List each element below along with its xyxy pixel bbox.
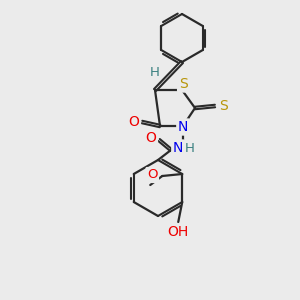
- Text: OH: OH: [168, 225, 189, 239]
- Text: O: O: [146, 131, 156, 145]
- Text: O: O: [129, 115, 140, 129]
- Text: N: N: [173, 141, 183, 155]
- Text: S: S: [219, 99, 227, 113]
- Text: H: H: [185, 142, 195, 154]
- Text: H: H: [150, 65, 159, 79]
- Text: O: O: [147, 169, 158, 182]
- Text: S: S: [178, 77, 188, 91]
- Text: N: N: [178, 120, 188, 134]
